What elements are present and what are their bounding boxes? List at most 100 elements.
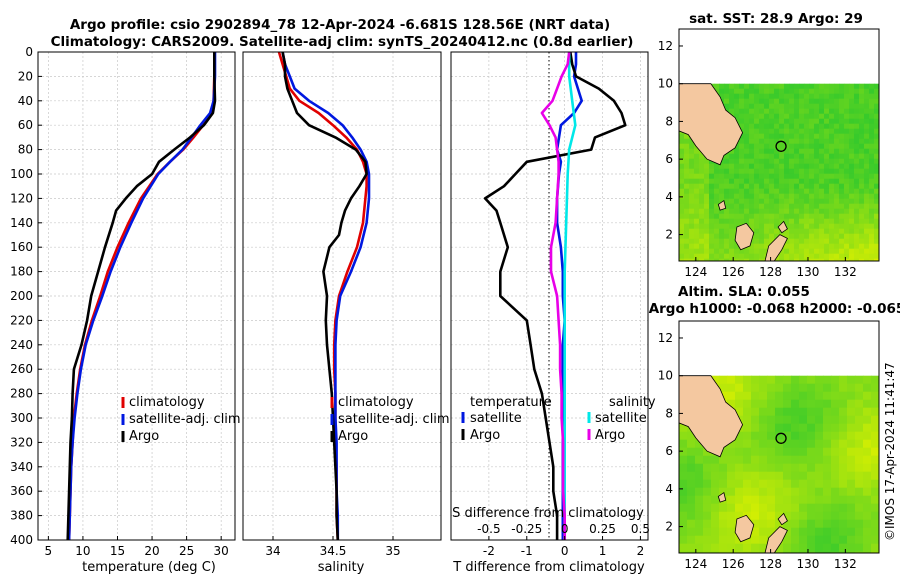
map-cell <box>734 183 740 190</box>
map-cell <box>775 431 784 441</box>
map-cell <box>744 93 750 100</box>
map-cell <box>854 178 860 185</box>
lat-tick-label: 6 <box>665 444 673 458</box>
map-cell <box>839 551 848 553</box>
map-cell <box>774 98 780 105</box>
map-cell <box>809 143 815 150</box>
y-tick-label: 140 <box>10 216 33 230</box>
map-cell <box>791 415 800 425</box>
map-cell <box>819 168 825 175</box>
map-cell <box>789 203 795 210</box>
map-cell <box>719 471 728 481</box>
series-line-s-argo <box>540 52 571 540</box>
map-cell <box>849 123 855 130</box>
map-cell <box>863 487 872 497</box>
map-cell <box>799 375 808 385</box>
map-cell <box>847 463 856 473</box>
map-cell <box>855 519 864 529</box>
map-cell <box>859 258 865 261</box>
map-cell <box>767 479 776 489</box>
map-cell <box>864 183 870 190</box>
map-cell <box>759 113 765 120</box>
map-cell <box>775 479 784 489</box>
map-cell <box>804 183 810 190</box>
map-cell <box>863 423 872 433</box>
map-cell <box>769 123 775 130</box>
map-cell <box>711 375 720 385</box>
map-cell <box>734 163 740 170</box>
no-data-region <box>679 321 879 376</box>
map-cell <box>849 178 855 185</box>
map-cell <box>699 173 705 180</box>
map-cell <box>864 193 870 200</box>
map-cell <box>704 203 710 210</box>
map-cell <box>684 158 690 165</box>
map-cell <box>869 83 875 90</box>
map-cell <box>849 248 855 255</box>
map-cell <box>814 93 820 100</box>
map-cell <box>719 487 728 497</box>
map-cell <box>754 188 760 195</box>
map-cell <box>719 88 725 95</box>
map-cell <box>834 253 840 260</box>
map-cell <box>869 113 875 120</box>
map-cell <box>784 108 790 115</box>
map-cell <box>784 148 790 155</box>
map-cell <box>743 479 752 489</box>
map-cell <box>849 158 855 165</box>
map-cell <box>815 383 824 393</box>
map-cell <box>744 103 750 110</box>
map-cell <box>775 519 784 529</box>
map-cell <box>689 253 695 260</box>
map-cell <box>699 233 705 240</box>
map-cell <box>789 163 795 170</box>
map-cell <box>829 123 835 130</box>
map-cell <box>871 415 879 425</box>
map-cell <box>689 258 695 261</box>
map-cell <box>815 511 824 521</box>
map-cell <box>764 133 770 140</box>
map-cell <box>839 471 848 481</box>
map-cell <box>699 253 705 260</box>
series-line-t-argo <box>483 52 627 540</box>
map-cell <box>839 153 845 160</box>
map-cell <box>749 173 755 180</box>
map-cell <box>794 173 800 180</box>
map-cell <box>864 98 870 105</box>
map-cell <box>784 178 790 185</box>
map-cell <box>844 218 850 225</box>
map-cell <box>829 153 835 160</box>
map-cell <box>687 519 696 529</box>
map-cell <box>734 103 740 110</box>
map-cell <box>874 243 879 250</box>
map-cell <box>839 243 845 250</box>
map-cell <box>839 223 845 230</box>
map-cell <box>719 188 725 195</box>
map-cell <box>724 153 730 160</box>
map-cell <box>829 93 835 100</box>
map-cell <box>869 98 875 105</box>
map-cell <box>751 415 760 425</box>
map-cell <box>679 258 685 261</box>
map-cell <box>834 158 840 165</box>
map-cell <box>871 383 879 393</box>
map-cell <box>815 431 824 441</box>
map-cell <box>844 228 850 235</box>
map-cell <box>739 118 745 125</box>
map-cell <box>859 163 865 170</box>
map-cell <box>704 248 710 255</box>
map-cell <box>734 83 740 90</box>
map-cell <box>834 228 840 235</box>
map-cell <box>839 158 845 165</box>
map-cell <box>769 233 775 240</box>
map-cell <box>824 233 830 240</box>
map-cell <box>804 153 810 160</box>
map-cell <box>791 519 800 529</box>
map-cell <box>871 551 879 553</box>
map-cell <box>859 168 865 175</box>
map-cell <box>767 415 776 425</box>
map-cell <box>749 218 755 225</box>
map-cell <box>749 258 755 261</box>
map-cell <box>689 203 695 210</box>
map-cell <box>829 108 835 115</box>
